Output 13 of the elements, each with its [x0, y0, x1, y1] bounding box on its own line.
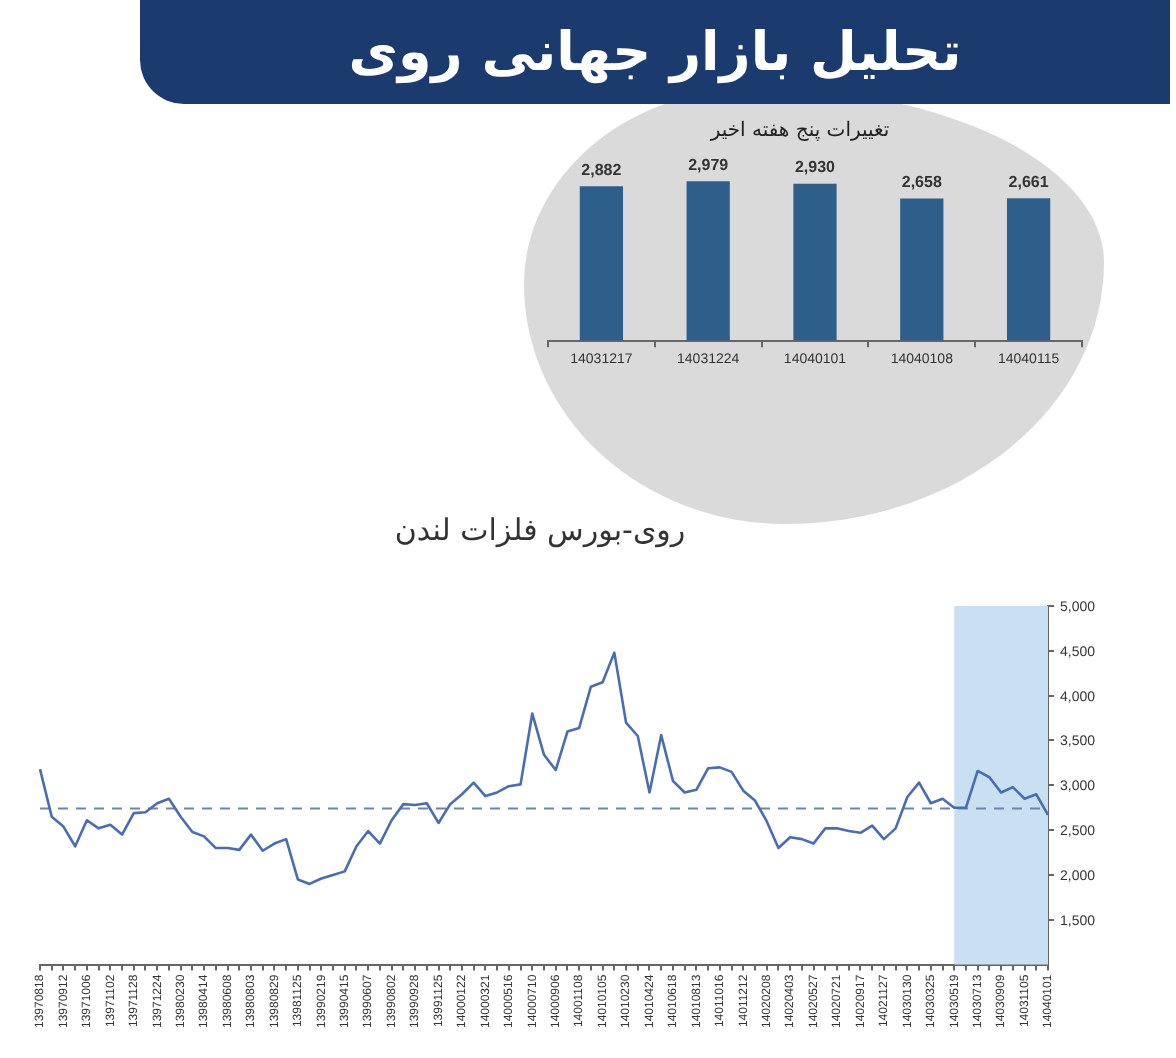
- bar: [793, 183, 837, 341]
- data-label: 2,930: [794, 158, 837, 177]
- bar: [1006, 198, 1051, 341]
- data-label: 2,979: [688, 155, 730, 174]
- data-label: 2,661: [1008, 172, 1050, 191]
- bar: [579, 186, 624, 341]
- chart-subtitle: تغییرات پنج هفته اخیر: [708, 120, 892, 142]
- chart-title: تحلیل بازار جهانی روی: [140, 0, 1170, 104]
- data-label: 2,882: [581, 160, 623, 179]
- bar: [900, 198, 944, 341]
- bar: [686, 181, 730, 341]
- chart-subtitle: روی-بورس فلزات لندن: [392, 512, 688, 548]
- data-label: 2,658: [901, 172, 943, 191]
